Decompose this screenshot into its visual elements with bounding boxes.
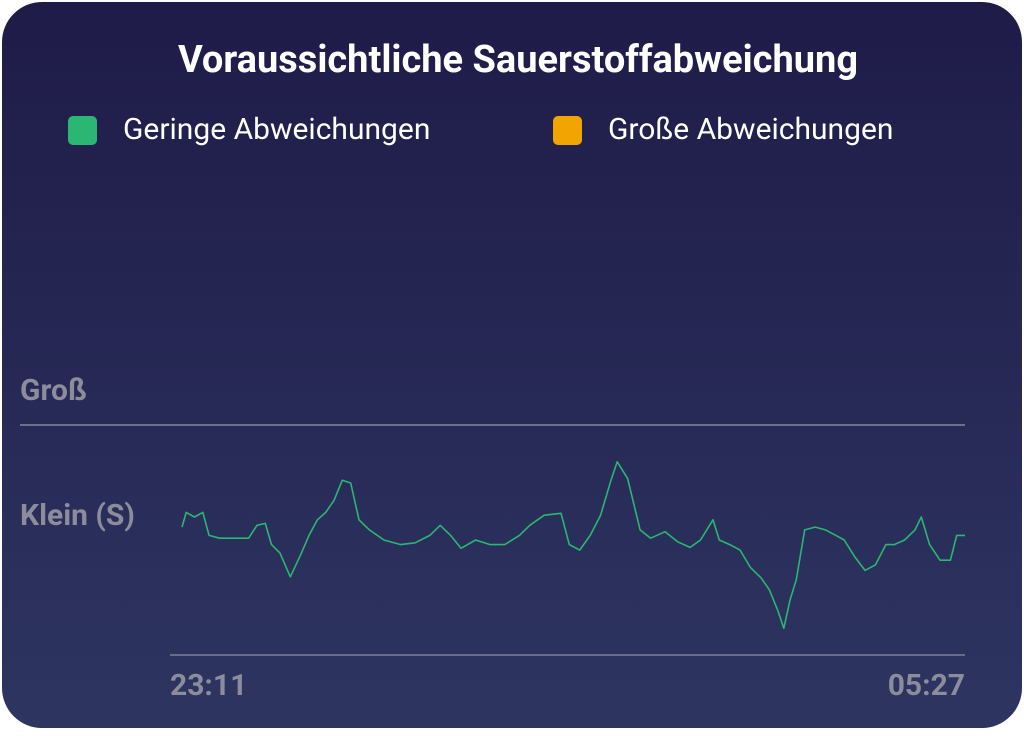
- legend-label: Große Abweichungen: [608, 112, 893, 147]
- y-tick-label: Groß: [20, 373, 87, 408]
- x-tick-label: 05:27: [888, 668, 965, 703]
- chart-title: Voraussichtliche Sauerstoffabweichung: [178, 38, 858, 82]
- card: [2, 2, 1022, 728]
- legend-swatch: [553, 116, 582, 145]
- legend-label: Geringe Abweichungen: [123, 112, 430, 147]
- data-line: [181, 461, 965, 630]
- legend-swatch: [68, 116, 97, 145]
- y-tick-label: Klein (S): [20, 498, 135, 533]
- x-tick-label: 23:11: [170, 668, 247, 703]
